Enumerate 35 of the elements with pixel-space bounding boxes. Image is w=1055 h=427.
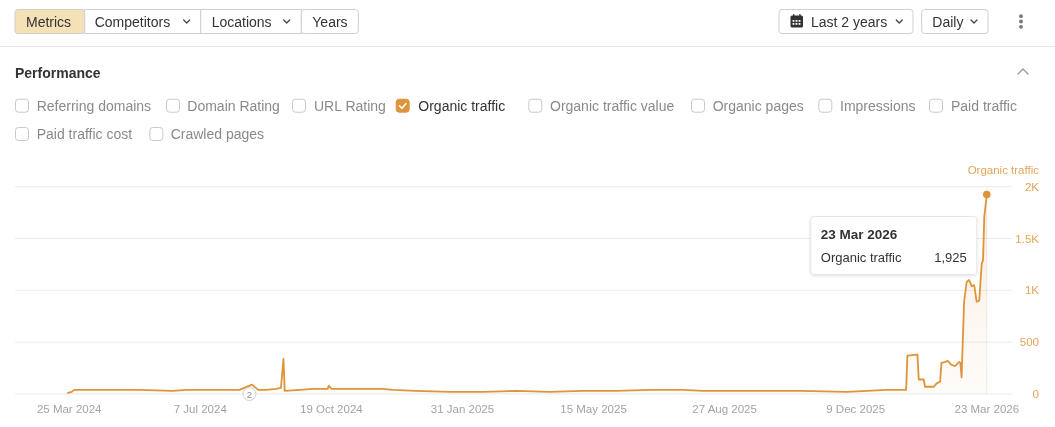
x-tick-label: 7 Jul 2024 xyxy=(173,402,228,415)
x-tick-label: 27 Aug 2025 xyxy=(692,402,757,415)
text: Locations xyxy=(211,13,272,30)
chart-title: Performance xyxy=(15,65,101,81)
text: Organic traffic xyxy=(418,97,506,114)
y-tick-label: 0 xyxy=(1032,388,1039,400)
text: Metrics xyxy=(26,13,72,30)
x-tick-label: 15 May 2025 xyxy=(560,402,627,415)
annotation: 1,925 xyxy=(934,249,967,265)
text: Years xyxy=(312,13,348,30)
text: Last 2 years xyxy=(811,13,888,30)
x-tick-label: 19 Oct 2024 xyxy=(300,402,364,415)
x-tick-label: 9 Dec 2025 xyxy=(826,402,886,415)
text: Daily xyxy=(932,13,964,30)
y-tick-label: 1K xyxy=(1024,284,1040,297)
y-tick-label: 500 xyxy=(1019,336,1039,349)
text: Domain Rating xyxy=(187,97,280,114)
x-tick-label: 31 Jan 2025 xyxy=(430,402,495,415)
text: URL Rating xyxy=(314,97,386,114)
text: Paid traffic xyxy=(951,97,1017,114)
y-tick-label: 1.5K xyxy=(1015,232,1040,245)
x-tick-label: 25 Mar 2024 xyxy=(36,402,103,415)
text: Competitors xyxy=(94,13,171,30)
text: Organic traffic value xyxy=(550,97,675,114)
text: Organic pages xyxy=(712,97,804,114)
text: Referring domains xyxy=(36,97,152,114)
annotation: Organic traffic xyxy=(820,249,902,265)
text: Impressions xyxy=(840,97,916,114)
x-tick-label: 23 Mar 2026 xyxy=(954,402,1020,415)
y-tick-label: 2K xyxy=(1024,180,1040,193)
text: Crawled pages xyxy=(170,126,265,142)
annotation: 2 xyxy=(246,389,253,400)
y-axis-title: Organic traffic xyxy=(967,164,1040,176)
text: Paid traffic cost xyxy=(36,126,133,142)
annotation: 23 Mar 2026 xyxy=(820,227,898,243)
